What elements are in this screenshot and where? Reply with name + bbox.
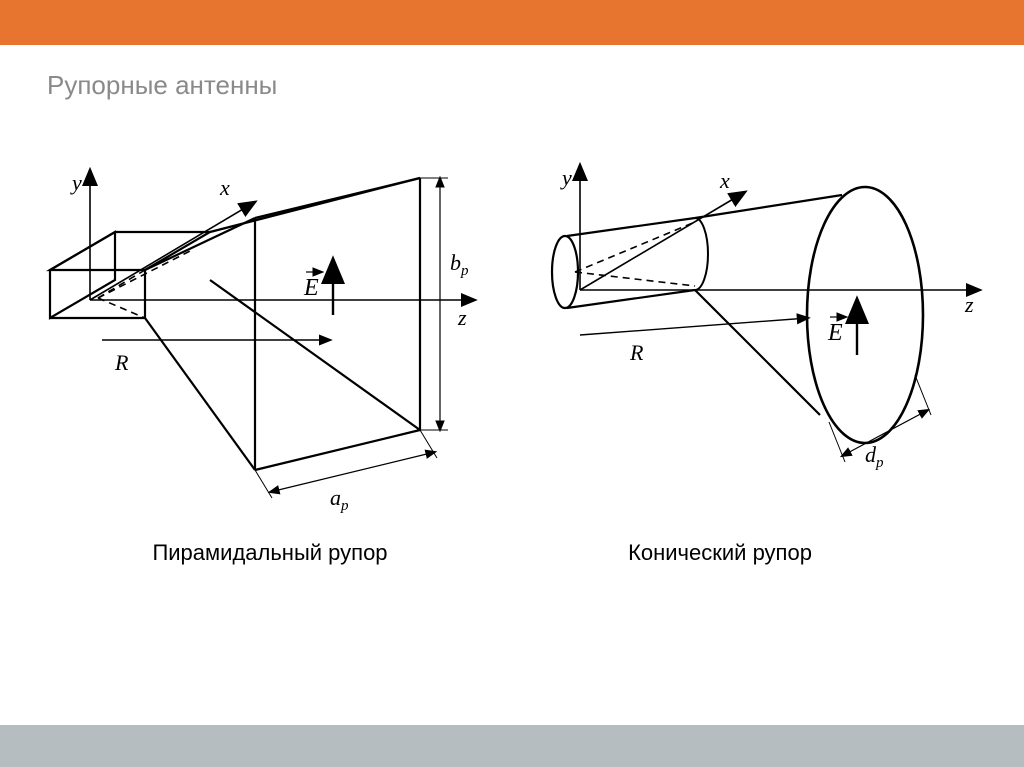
conical-horn-diagram: y x z R	[520, 140, 1000, 570]
axis-y-label: y	[560, 165, 572, 190]
left-caption: Пирамидальный рупор	[120, 540, 420, 566]
dim-dp-label: dp	[865, 442, 884, 471]
dim-ap-label: ap	[330, 485, 349, 514]
axis-z-label: z	[964, 292, 974, 317]
figure-area: y x z	[0, 140, 1024, 660]
dim-R-label: R	[114, 350, 129, 375]
dim-R-label: R	[629, 340, 644, 365]
efield-label: E	[827, 320, 843, 346]
axis-x-label: x	[719, 168, 730, 193]
right-caption: Конический рупор	[590, 540, 850, 566]
axis-x-label: x	[219, 175, 230, 200]
axis-y-label: y	[70, 170, 82, 195]
slide: Рупорные антенны y x	[0, 0, 1024, 767]
efield-label: E	[303, 275, 319, 301]
top-accent-bar	[0, 0, 1024, 45]
pyramidal-horn-diagram: y x z	[20, 140, 500, 570]
axis-z-label: z	[457, 305, 467, 330]
bottom-accent-bar	[0, 725, 1024, 767]
dim-bp-label: bp	[450, 250, 469, 279]
page-title: Рупорные антенны	[47, 70, 277, 101]
